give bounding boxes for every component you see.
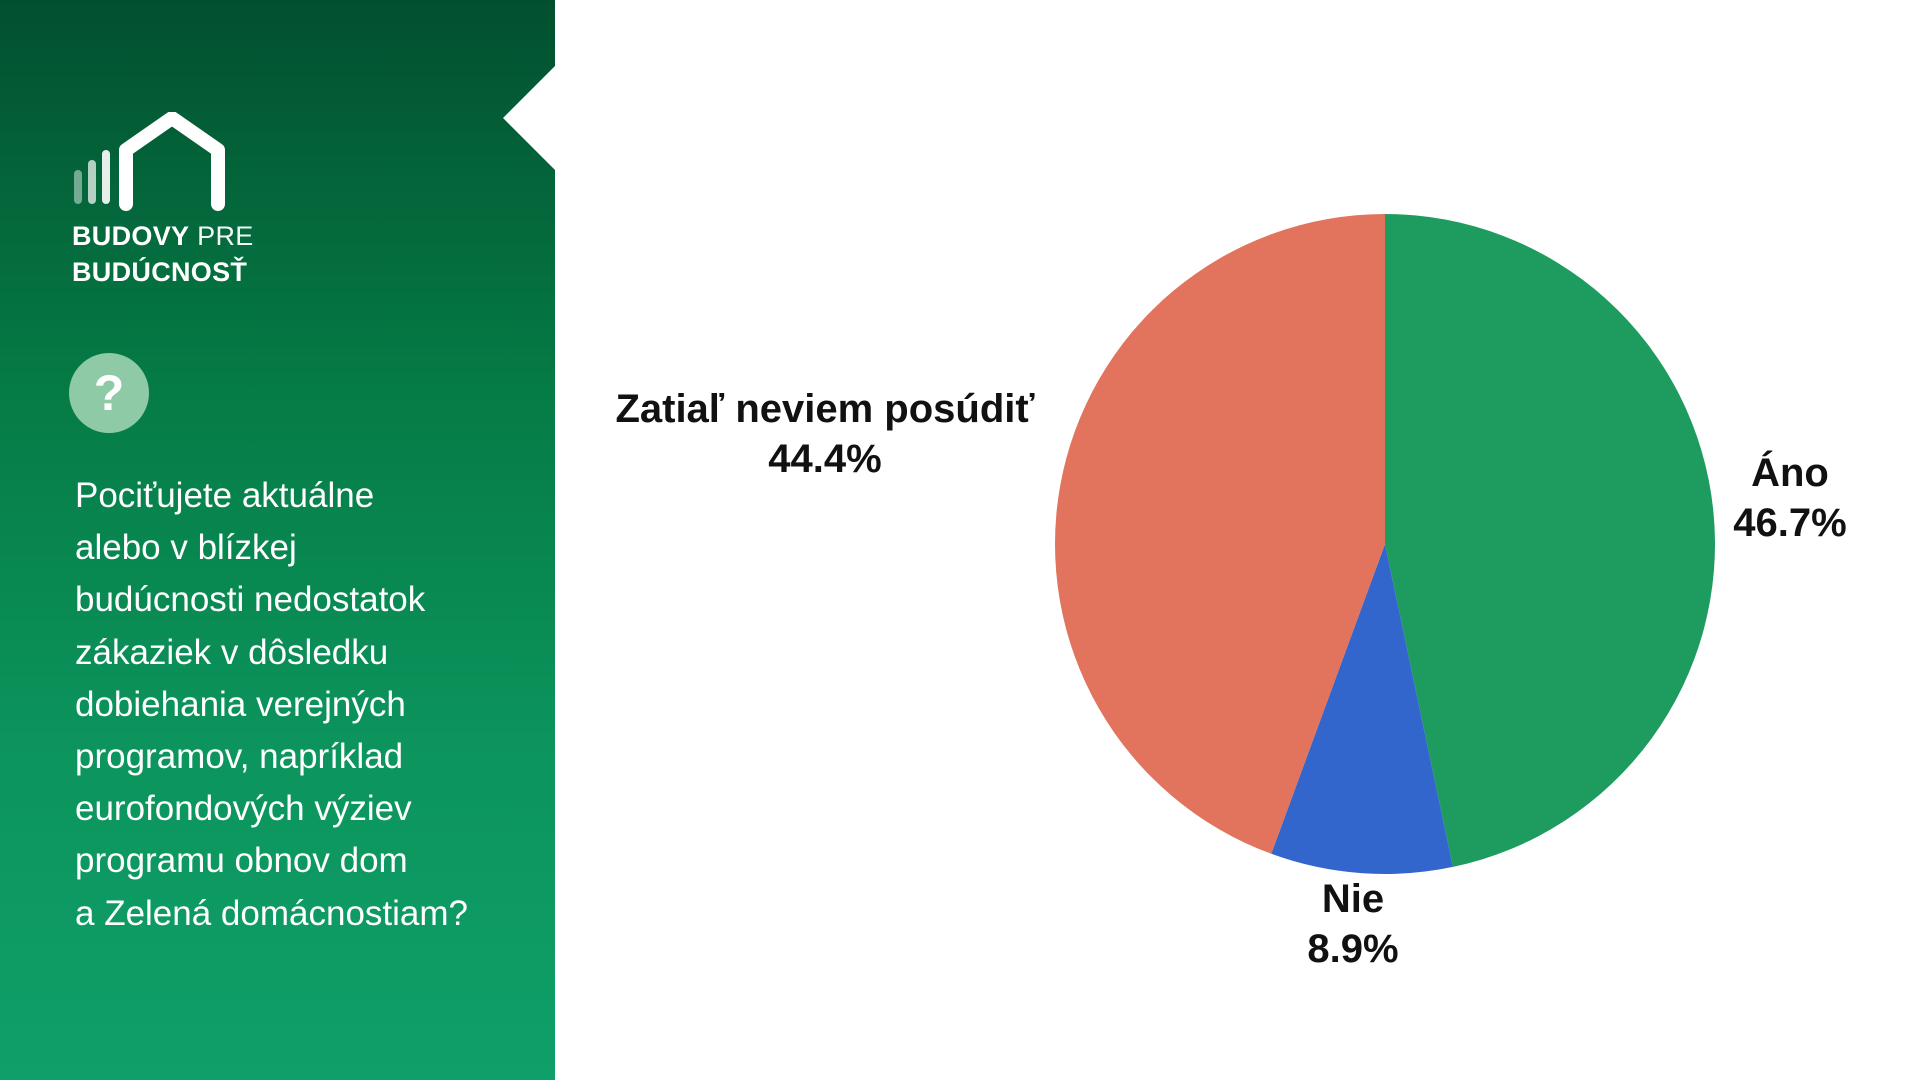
brand-name: BUDOVY PRE BUDÚCNOSŤ <box>72 218 254 290</box>
brand-line1-bold: BUDOVY <box>72 221 190 251</box>
slice-label-1: Áno <box>1751 450 1829 495</box>
brand-line1-light: PRE <box>197 221 254 251</box>
slice-value-label-2: 8.9% <box>1307 927 1398 971</box>
brand-line2: BUDÚCNOSŤ <box>72 257 248 287</box>
slice-label-group-3: Zatiaľ neviem posúdiť 44.4% <box>615 387 1035 481</box>
pie-slice-1 <box>1385 214 1715 867</box>
slice-label-group-1: Áno 46.7% <box>1733 450 1846 545</box>
slice-label-2: Nie <box>1322 877 1384 921</box>
sidebar-panel: BUDOVY PRE BUDÚCNOSŤ ? Pociťujete aktuál… <box>0 0 555 1080</box>
slice-value-label-3: 44.4% <box>768 437 881 481</box>
slice-value-label-1: 46.7% <box>1733 501 1846 545</box>
slice-label-3: Zatiaľ neviem posúdiť <box>615 387 1035 431</box>
question-text: Pociťujete aktuálne alebo v blízkej budú… <box>75 476 468 933</box>
house-logo-icon <box>74 112 225 211</box>
pie-slice-2 <box>1271 544 1453 874</box>
pie-slice-3 <box>1055 214 1385 854</box>
question-mark-icon: ? <box>69 353 149 433</box>
slice-label-group-2: Nie 8.9% <box>1307 877 1398 971</box>
